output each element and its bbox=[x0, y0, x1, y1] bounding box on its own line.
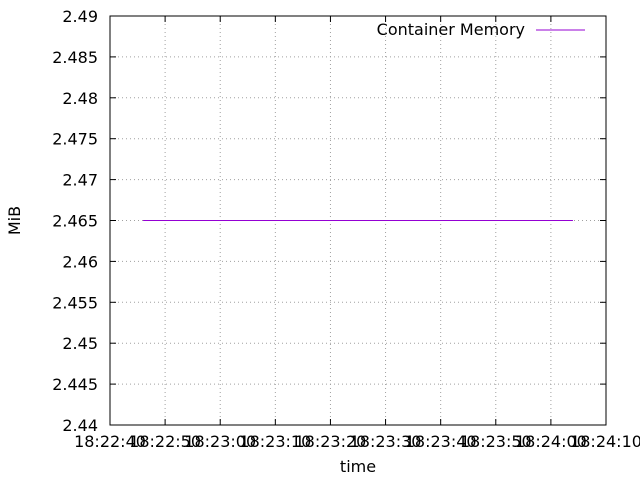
y-tick-label: 2.48 bbox=[62, 89, 98, 108]
x-tick-label: 18:23:50 bbox=[460, 432, 532, 451]
x-tick-label: 18:22:40 bbox=[74, 432, 146, 451]
y-tick-label: 2.445 bbox=[52, 375, 98, 394]
y-axis-title: MiB bbox=[5, 206, 24, 235]
y-tick-label: 2.465 bbox=[52, 212, 98, 231]
y-tick-label: 2.485 bbox=[52, 48, 98, 67]
x-tick-label: 18:22:50 bbox=[129, 432, 201, 451]
x-tick-label: 18:23:40 bbox=[405, 432, 477, 451]
y-tick-label: 2.45 bbox=[62, 334, 98, 353]
x-tick-label: 18:23:10 bbox=[239, 432, 311, 451]
y-tick-label: 2.455 bbox=[52, 293, 98, 312]
x-tick-label: 18:23:30 bbox=[350, 432, 422, 451]
x-tick-label: 18:24:00 bbox=[515, 432, 587, 451]
x-tick-label: 18:24:10 bbox=[570, 432, 640, 451]
axis-ticks bbox=[109, 15, 607, 426]
y-tick-label: 2.46 bbox=[62, 252, 98, 271]
x-axis-tick-labels: 18:22:4018:22:5018:23:0018:23:1018:23:20… bbox=[74, 432, 640, 451]
x-tick-label: 18:23:00 bbox=[184, 432, 256, 451]
x-axis-title: time bbox=[340, 457, 376, 476]
legend-label-container-memory: Container Memory bbox=[377, 20, 525, 39]
y-axis-tick-labels: 2.44 2.445 2.45 2.455 2.46 2.465 2.47 2.475 2.48… bbox=[52, 7, 98, 435]
legend: Container Memory bbox=[377, 20, 585, 39]
y-tick-label: 2.44 bbox=[62, 416, 98, 435]
y-tick-label: 2.47 bbox=[62, 171, 98, 190]
y-tick-label: 2.475 bbox=[52, 130, 98, 149]
y-tick-label: 2.49 bbox=[62, 7, 98, 26]
x-tick-label: 18:23:20 bbox=[295, 432, 367, 451]
